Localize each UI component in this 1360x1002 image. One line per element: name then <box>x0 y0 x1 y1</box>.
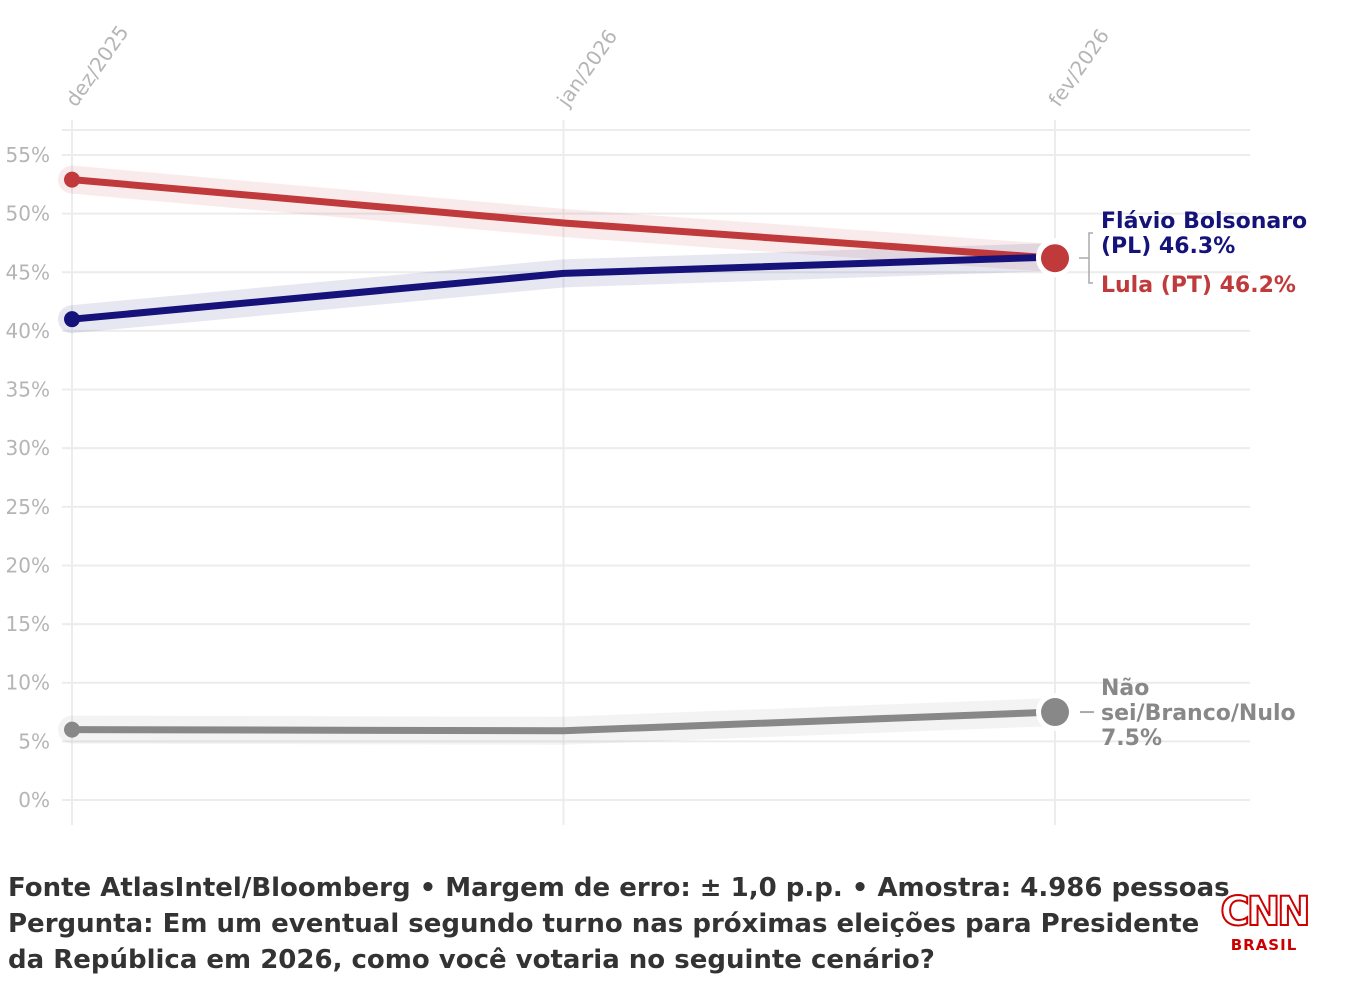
end-label-line: (PL) 46.3% <box>1101 234 1235 259</box>
y-tick-label: 0% <box>18 788 50 812</box>
label-bracket <box>1088 232 1093 284</box>
grid <box>62 120 1250 825</box>
series-line <box>68 253 1059 323</box>
end-label-line: Lula (PT) 46.2% <box>1101 273 1296 298</box>
y-axis: 0% 5% 10% 15% 20% 25% 30% 35% 40% 45% 50% 55% <box>6 143 50 812</box>
series-points <box>64 171 1074 738</box>
series-end-labels: Flávio Bolsonaro (PL) 46.3% Lula (PT) 46.2… <box>1079 209 1307 751</box>
y-tick-label: 25% <box>6 495 50 519</box>
x-tick-label: fev/2026 <box>1043 24 1114 111</box>
y-tick-label: 5% <box>18 729 50 753</box>
end-label: Lula (PT) 46.2% <box>1101 273 1296 298</box>
end-label-line: Não <box>1101 676 1149 701</box>
y-tick-label: 50% <box>6 202 50 226</box>
end-label: Flávio Bolsonaro (PL) 46.3% <box>1101 209 1307 259</box>
y-tick-label: 35% <box>6 378 50 402</box>
logo-sub: BRASIL <box>1230 936 1298 954</box>
series-line <box>68 708 1059 735</box>
end-point <box>1041 698 1069 727</box>
end-label-line: 7.5% <box>1101 726 1162 751</box>
line-chart: 0% 5% 10% 15% 20% 25% 30% 35% 40% 45% 50% 55% dez/2… <box>6 21 1307 825</box>
start-point <box>64 311 80 328</box>
start-point <box>64 721 80 738</box>
end-label-line: Flávio Bolsonaro <box>1101 209 1307 234</box>
y-tick-label: 15% <box>6 612 50 636</box>
footer-question-cont: da República em 2026, como você votaria … <box>8 945 935 975</box>
start-point <box>64 171 80 188</box>
footer-question: Pergunta: Em um eventual segundo turno n… <box>8 909 1200 939</box>
series-lines <box>68 176 1059 735</box>
y-tick-label: 10% <box>6 671 50 695</box>
y-tick-label: 45% <box>6 260 50 284</box>
series-line <box>68 176 1059 262</box>
x-tick-label: jan/2026 <box>551 25 622 112</box>
y-tick-label: 40% <box>6 319 50 343</box>
x-axis: dez/2025 jan/2026 fev/2026 <box>60 21 1114 112</box>
footer-source: Fonte AtlasIntel/Bloomberg • Margem de e… <box>8 873 1230 903</box>
end-label: Não sei/Branco/Nulo 7.5% <box>1101 676 1296 751</box>
x-tick-label: dez/2025 <box>60 21 133 111</box>
y-tick-label: 20% <box>6 553 50 577</box>
y-tick-label: 30% <box>6 436 50 460</box>
cnn-brasil-logo: CNN BRASIL <box>1212 889 1316 960</box>
end-label-line: sei/Branco/Nulo <box>1101 701 1296 726</box>
chart-footer: Fonte AtlasIntel/Bloomberg • Margem de e… <box>8 870 1230 978</box>
logo-brand: CNN <box>1219 889 1311 935</box>
end-point <box>1041 244 1069 273</box>
y-tick-label: 55% <box>6 143 50 167</box>
